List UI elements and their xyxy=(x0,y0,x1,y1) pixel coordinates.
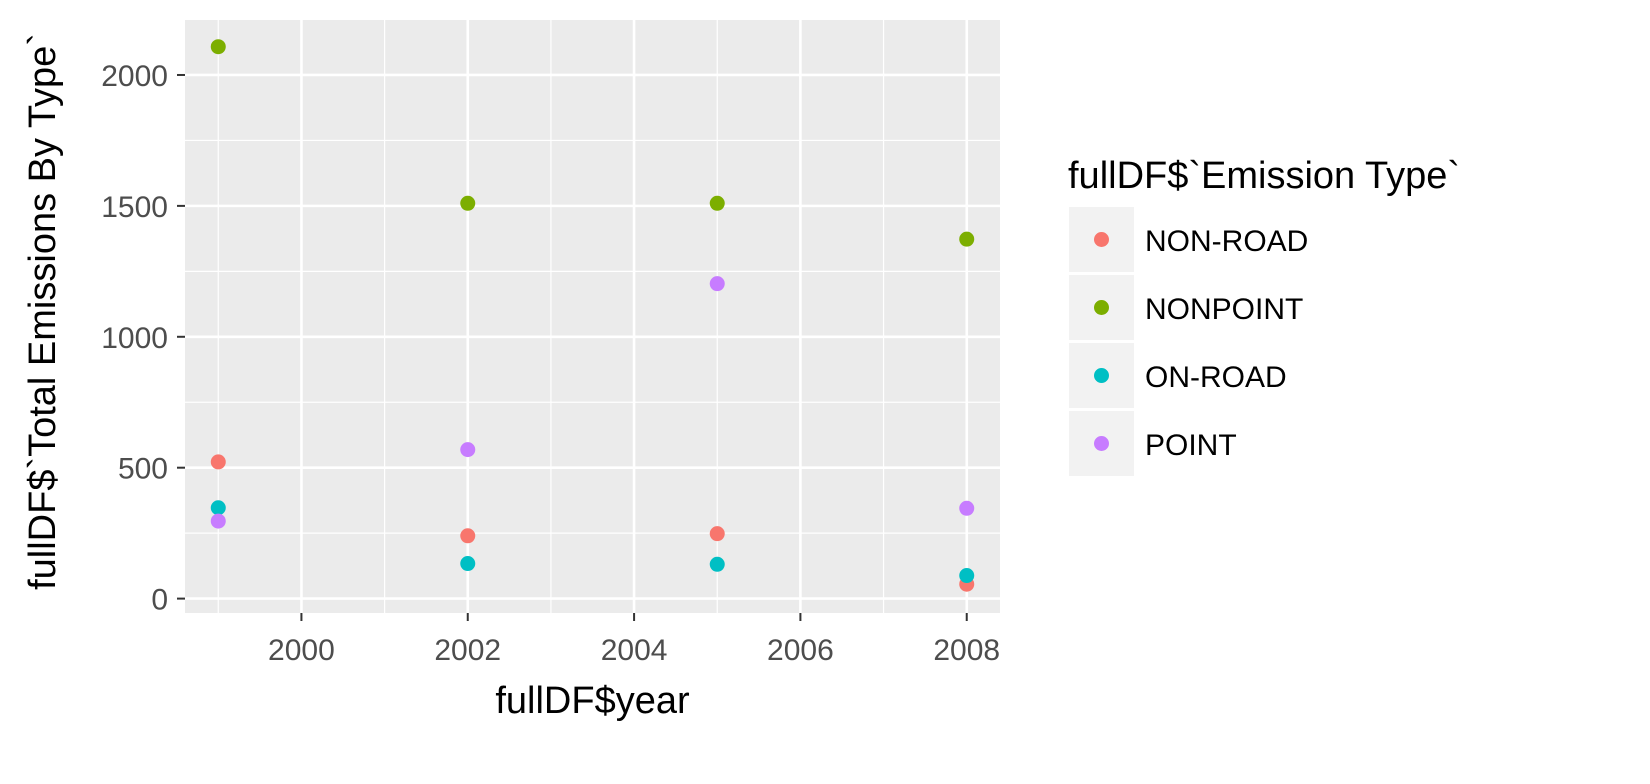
legend-label: NONPOINT xyxy=(1145,293,1303,326)
data-point-on-road xyxy=(210,500,226,516)
x-tick-label: 2004 xyxy=(601,634,668,667)
data-point-nonpoint xyxy=(210,39,226,55)
legend-swatch xyxy=(1094,368,1109,383)
y-tick-label: 500 xyxy=(118,453,168,486)
data-points xyxy=(210,39,975,592)
x-axis-title: fullDF$year xyxy=(495,680,690,722)
data-point-on-road xyxy=(959,568,975,584)
data-point-nonpoint xyxy=(460,195,476,211)
legend-swatch xyxy=(1094,232,1109,247)
y-tick-label: 1000 xyxy=(101,322,168,355)
plot-panel xyxy=(185,20,1000,613)
data-point-point xyxy=(460,442,476,458)
legend-label: NON-ROAD xyxy=(1145,225,1308,258)
y-axis-title: fullDF$`Total Emissions By Type` xyxy=(22,33,64,590)
y-tick-label: 1500 xyxy=(101,191,168,224)
legend-label: POINT xyxy=(1145,429,1237,462)
data-point-on-road xyxy=(709,556,725,572)
data-point-non-road xyxy=(709,526,725,542)
data-point-non-road xyxy=(460,528,476,544)
legend-title: fullDF$`Emission Type` xyxy=(1068,155,1460,197)
data-point-nonpoint xyxy=(959,231,975,247)
legend: fullDF$`Emission Type` NON-ROAD NONPOINT O… xyxy=(1068,155,1460,476)
x-tick-label: 2008 xyxy=(933,634,1000,667)
legend-swatch xyxy=(1094,300,1109,315)
y-tick-label: 2000 xyxy=(101,60,168,93)
data-point-point xyxy=(709,276,725,292)
x-axis: 2000 2002 2004 2006 2008 xyxy=(268,613,1000,667)
data-point-on-road xyxy=(460,556,476,572)
data-point-point xyxy=(210,513,226,529)
data-point-nonpoint xyxy=(709,195,725,211)
legend-items: NON-ROAD NONPOINT ON-ROAD POINT xyxy=(1069,207,1308,476)
data-point-non-road xyxy=(210,454,226,470)
legend-swatch xyxy=(1094,436,1109,451)
y-tick-label: 0 xyxy=(151,584,168,617)
x-tick-label: 2006 xyxy=(767,634,834,667)
y-axis: 0 500 1000 1500 2000 xyxy=(101,60,185,617)
x-tick-label: 2002 xyxy=(434,634,501,667)
legend-label: ON-ROAD xyxy=(1145,361,1287,394)
minor-gridlines xyxy=(185,20,1000,613)
data-point-point xyxy=(959,500,975,516)
x-tick-label: 2000 xyxy=(268,634,335,667)
